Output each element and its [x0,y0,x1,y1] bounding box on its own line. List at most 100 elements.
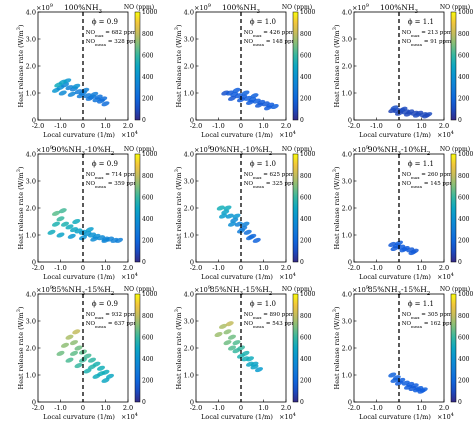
y-tick-label: 4.0 [26,290,36,298]
scatter-series [388,240,419,256]
y-exponent-label: ×109 [36,3,53,12]
x-exponent-label: ×104 [437,412,454,421]
scatter-point-7 [243,229,252,235]
scatter-point-1 [388,372,397,378]
colorbar-title: NO (ppm) [440,146,470,153]
scatter-point-20 [92,373,101,379]
scatter-point-18 [232,87,241,93]
colorbar-tick-label: 1000 [458,151,473,158]
no-max-label: NOmax = 426 ppm [244,30,295,38]
no-mean-label: NOmean = 148 ppm [244,39,298,47]
y-tick-label: 1.0 [184,371,194,379]
y-tick-label: 0 [348,258,352,266]
x-tick-label: 1.0 [100,404,110,412]
no-max-label: NOmax = 305 ppm [402,312,453,320]
y-tick-label: 1.0 [26,371,36,379]
scatter-point-12 [101,101,110,107]
y-tick-label: 2.0 [26,62,36,70]
colorbar-tick-label: 0 [300,399,304,406]
colorbar-title: NO (ppm) [282,4,312,11]
scatter-point-13 [245,235,255,241]
colorbar-tick-label: 0 [458,117,462,124]
y-axis-label: Heat release rate (W/m3) [16,166,25,249]
y-tick-label: 0 [190,258,194,266]
x-tick-label: -2.0 [32,122,45,130]
scatter-point-2 [223,329,232,335]
colorbar [450,153,457,263]
y-tick-label: 1.0 [184,231,194,239]
scatter-point-9 [394,380,404,386]
colorbar-tick-label: 800 [458,313,470,320]
colorbar-title: NO (ppm) [440,286,470,293]
x-exponent-label: ×104 [121,412,138,421]
subplot-title: 100%NH3 [64,3,103,15]
x-axis-label: Local curvature (1/m) [43,413,115,421]
scatter-point-13 [227,95,237,101]
y-tick-label: 2.0 [26,204,36,212]
y-axis-label: Heat release rate (W/m3) [174,306,183,389]
scatter-point-10 [394,240,404,246]
colorbar-tick-label: 1000 [458,291,473,298]
x-tick-label: 2.0 [123,122,133,130]
y-tick-label: 3.0 [26,317,36,325]
colorbar-tick-label: 1000 [300,151,315,158]
colorbar-tick-label: 600 [142,194,154,201]
scatter-point-6 [87,357,97,363]
y-axis-label: Heat release rate (W/m3) [16,306,25,389]
x-tick-label: -2.0 [32,264,45,272]
subplot-1: -2.0 -1.0 0 1.0 2.0 0 1.0 2.0 3.0 4.0×109 Heat rel… [16,3,157,139]
colorbar [134,293,141,403]
phi-label: ϕ = 1.0 [250,300,276,308]
scatter-point-1 [65,334,74,340]
x-tick-label: 2.0 [439,264,449,272]
no-mean-label: NOmean = 359 ppm [86,181,140,189]
y-exponent-label: ×109 [36,285,53,294]
y-axis-label: Heat release rate (W/m3) [332,24,341,107]
y-axis-label: Heat release rate (W/m3) [16,24,25,107]
scatter-series [56,329,115,383]
colorbar-tick-label: 0 [142,259,146,266]
x-tick-label: 1.0 [416,122,426,130]
y-tick-label: 0 [32,116,36,124]
colorbar [134,11,141,121]
scatter-point-14 [67,91,76,97]
colorbar [450,11,457,121]
scatter-point-12 [390,377,399,383]
y-tick-label: 2.0 [184,344,194,352]
x-tick-label: -1.0 [212,264,225,272]
x-tick-label: -2.0 [348,264,361,272]
phi-label: ϕ = 1.1 [408,300,434,308]
subplot-9: -2.0 -1.0 0 1.0 2.0 0 1.0 2.0 3.0 4.0×109 Heat rel… [332,285,473,421]
colorbar-tick-label: 600 [142,334,154,341]
colorbar-tick-label: 400 [300,216,312,223]
scatter-point-5 [65,224,74,230]
x-tick-label: 0 [397,122,401,130]
x-tick-label: 2.0 [439,122,449,130]
y-tick-label: 4.0 [342,150,352,158]
x-tick-label: -2.0 [190,264,203,272]
colorbar-tick-label: 200 [300,238,312,245]
scatter-point-3 [74,345,83,351]
scatter-point-1 [47,229,56,235]
y-tick-label: 0 [348,398,352,406]
scatter-point-1 [218,323,228,329]
x-tick-label: 0 [239,404,243,412]
x-axis-label: Local curvature (1/m) [359,131,431,139]
scatter-point-19 [241,90,250,96]
scatter-point-1 [216,205,225,211]
scatter-point-16 [56,350,65,356]
scatter-point-17 [65,357,74,363]
colorbar-tick-label: 1000 [142,291,157,298]
x-tick-label: -1.0 [54,404,67,412]
colorbar-title: NO (ppm) [440,4,470,11]
scatter-series [47,208,124,243]
x-tick-label: 1.0 [416,404,426,412]
x-tick-label: -1.0 [54,264,67,272]
colorbar-tick-label: 200 [142,96,154,103]
x-tick-label: 0 [239,122,243,130]
no-max-label: NOmax = 714 ppm [86,172,137,180]
scatter-point-12 [236,228,246,234]
scatter-point-12 [69,350,79,356]
no-mean-label: NOmean = 325 ppm [244,181,298,189]
x-tick-label: -1.0 [370,264,383,272]
